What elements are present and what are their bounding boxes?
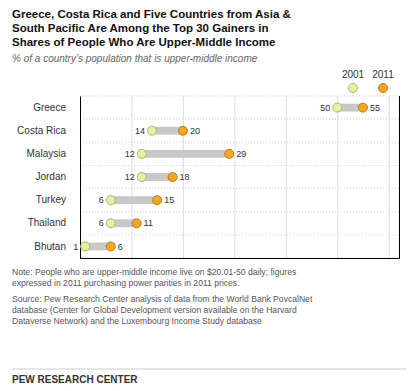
y-tick: Turkey: [36, 194, 80, 205]
annotation: Note: People who are upper-middle income…: [12, 267, 296, 288]
dot: [132, 219, 141, 228]
dot: [333, 103, 342, 112]
data-labels: 50 14 12 12 6 6 1 55 20 29 18 15 11 6: [73, 103, 380, 252]
annotation-line: database (Center for Global Development …: [12, 305, 297, 315]
x-axis-line: [81, 96, 400, 259]
legend-swatch: [379, 84, 388, 93]
annotation-line: Source: Pew Research Center analysis of …: [12, 294, 313, 304]
dot: [106, 219, 115, 228]
dot: [153, 196, 162, 205]
y-tick: Costa Rica: [17, 125, 80, 136]
y-axis-line: [80, 97, 81, 259]
subtitle: % of a country’s population that is uppe…: [12, 53, 258, 64]
y-tick-label: Greece: [33, 102, 66, 113]
row-separator: [80, 211, 399, 212]
marks: [81, 103, 368, 251]
data-label: 1: [73, 242, 78, 252]
dot: [358, 103, 367, 112]
annotation-line: Note: People who are upper-middle income…: [12, 267, 296, 277]
x-tick: [80, 96, 81, 258]
dot: [178, 126, 187, 135]
x-tick: [234, 96, 235, 258]
data-label: 6: [99, 218, 104, 228]
row-separator: [80, 188, 399, 189]
row-separator: [80, 165, 399, 166]
dot: [225, 149, 234, 158]
y-tick: Bhutan: [34, 241, 80, 252]
x-tick: [337, 96, 338, 258]
y-tick-label: Jordan: [35, 171, 66, 182]
data-label: 6: [118, 242, 123, 252]
y-tick-label: Malaysia: [27, 148, 67, 159]
annotation: Source: Pew Research Center analysis of …: [12, 294, 313, 326]
data-label: 15: [164, 195, 174, 205]
footer-rule: [12, 369, 407, 370]
y-tick: Jordan: [35, 171, 80, 182]
footer: PEW RESEARCH CENTER: [12, 374, 138, 385]
annotation-line: expressed in 2011 purchasing power parit…: [12, 278, 240, 288]
title: Greece, Costa Rica and Five Countries fr…: [12, 8, 291, 48]
y-tick: Thailand: [28, 217, 80, 228]
row-separator: [80, 234, 399, 235]
x-tick: [286, 96, 287, 258]
range-bar: [142, 150, 229, 158]
dot: [106, 242, 115, 251]
data-label: 14: [135, 126, 145, 136]
data-label: 12: [125, 149, 135, 159]
chart-svg: Greece, Costa Rica and Five Countries fr…: [0, 0, 419, 391]
x-tick: [389, 96, 390, 258]
data-label: 6: [99, 195, 104, 205]
dot: [137, 149, 146, 158]
data-label: 29: [236, 149, 246, 159]
range-bar: [111, 196, 157, 204]
grid-line: [286, 96, 287, 258]
y-tick: Greece: [33, 102, 80, 113]
y-tick-label: Turkey: [36, 194, 66, 205]
title-line: Greece, Costa Rica and Five Countries fr…: [12, 8, 291, 20]
dot: [168, 173, 177, 182]
grid-line: [234, 96, 235, 258]
legend: 2001 2011: [342, 69, 394, 93]
y-tick-label: Costa Rica: [17, 125, 66, 136]
legend-label: 2011: [372, 69, 394, 80]
legend-label: 2001: [342, 69, 365, 80]
dot: [106, 196, 115, 205]
grid-line: [80, 96, 81, 258]
data-label: 12: [125, 172, 135, 182]
y-tick: Malaysia: [27, 148, 80, 159]
dot: [137, 173, 146, 182]
y-tick-label: Bhutan: [34, 241, 66, 252]
data-label: 18: [180, 172, 190, 182]
row-separator: [80, 119, 399, 120]
x-axis: [81, 96, 400, 259]
legend-swatch: [349, 84, 358, 93]
data-label: 50: [320, 103, 330, 113]
dot: [148, 126, 157, 135]
title-line: Shares of People Who Are Upper-Middle In…: [12, 36, 275, 48]
title-line: South Pacific Are Among the Top 30 Gaine…: [12, 22, 268, 34]
row-separator: [80, 142, 399, 143]
data-label: 20: [190, 126, 200, 136]
grid-line: [389, 96, 390, 258]
y-axis: Greece Costa Rica Malaysia Jordan Turkey Thai…: [17, 97, 80, 259]
grid-line: [337, 96, 338, 258]
dot: [81, 242, 90, 251]
row-separators: [80, 96, 399, 258]
annotation-line: Dataverse Network) and the Luxembourg In…: [12, 316, 262, 326]
data-label: 55: [370, 103, 380, 113]
y-tick-label: Thailand: [28, 217, 66, 228]
row-separator: [80, 96, 399, 97]
data-label: 11: [144, 218, 153, 228]
